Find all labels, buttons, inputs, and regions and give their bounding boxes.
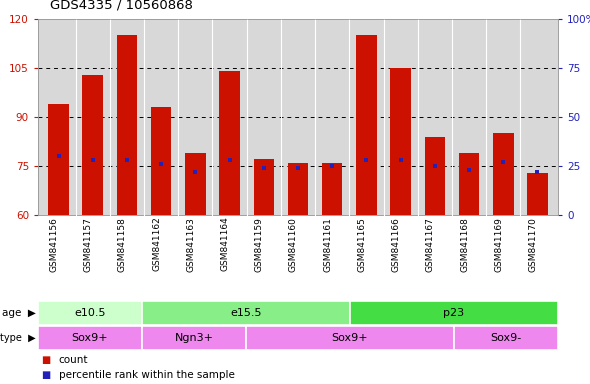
Text: GSM841162: GSM841162 [152, 217, 161, 271]
Text: e15.5: e15.5 [230, 308, 262, 318]
Bar [142, 301, 350, 325]
Text: GDS4335 / 10560868: GDS4335 / 10560868 [50, 0, 193, 11]
Bar [254, 159, 274, 215]
Bar [391, 68, 411, 215]
Bar [322, 163, 342, 215]
Bar [48, 104, 69, 215]
Bar [219, 71, 240, 215]
Text: e10.5: e10.5 [74, 308, 106, 318]
Text: ■: ■ [41, 356, 50, 366]
Text: GSM841156: GSM841156 [50, 217, 58, 271]
Bar [185, 153, 206, 215]
Text: ■: ■ [41, 371, 50, 381]
Text: p23: p23 [444, 308, 464, 318]
Text: GSM841168: GSM841168 [460, 217, 469, 271]
Bar [151, 107, 172, 215]
Text: GSM841170: GSM841170 [529, 217, 537, 271]
Bar [454, 326, 558, 350]
Bar [527, 172, 548, 215]
Text: Sox9+: Sox9+ [72, 333, 109, 343]
Text: GSM841166: GSM841166 [392, 217, 401, 271]
Bar [38, 326, 142, 350]
Bar [83, 74, 103, 215]
Bar [246, 326, 454, 350]
Text: GSM841165: GSM841165 [358, 217, 366, 271]
Text: Sox9-: Sox9- [490, 333, 522, 343]
Text: GSM841161: GSM841161 [323, 217, 332, 271]
Text: Ngn3+: Ngn3+ [175, 333, 214, 343]
Bar [356, 35, 376, 215]
Text: GSM841159: GSM841159 [255, 217, 264, 271]
Text: GSM841167: GSM841167 [426, 217, 435, 271]
Text: count: count [58, 356, 88, 366]
Bar [142, 326, 246, 350]
Bar [288, 163, 308, 215]
Bar [459, 153, 479, 215]
Bar [425, 137, 445, 215]
Text: GSM841157: GSM841157 [84, 217, 93, 271]
Text: GSM841164: GSM841164 [221, 217, 230, 271]
Text: GSM841160: GSM841160 [289, 217, 298, 271]
Text: GSM841163: GSM841163 [186, 217, 195, 271]
Text: Sox9+: Sox9+ [332, 333, 368, 343]
Text: GSM841169: GSM841169 [494, 217, 503, 271]
Bar [117, 35, 137, 215]
Bar [493, 133, 513, 215]
Text: percentile rank within the sample: percentile rank within the sample [58, 371, 235, 381]
Text: GSM841158: GSM841158 [118, 217, 127, 271]
Bar [38, 301, 142, 325]
Text: age  ▶: age ▶ [2, 308, 36, 318]
Bar [350, 301, 558, 325]
Text: cell type  ▶: cell type ▶ [0, 333, 36, 343]
